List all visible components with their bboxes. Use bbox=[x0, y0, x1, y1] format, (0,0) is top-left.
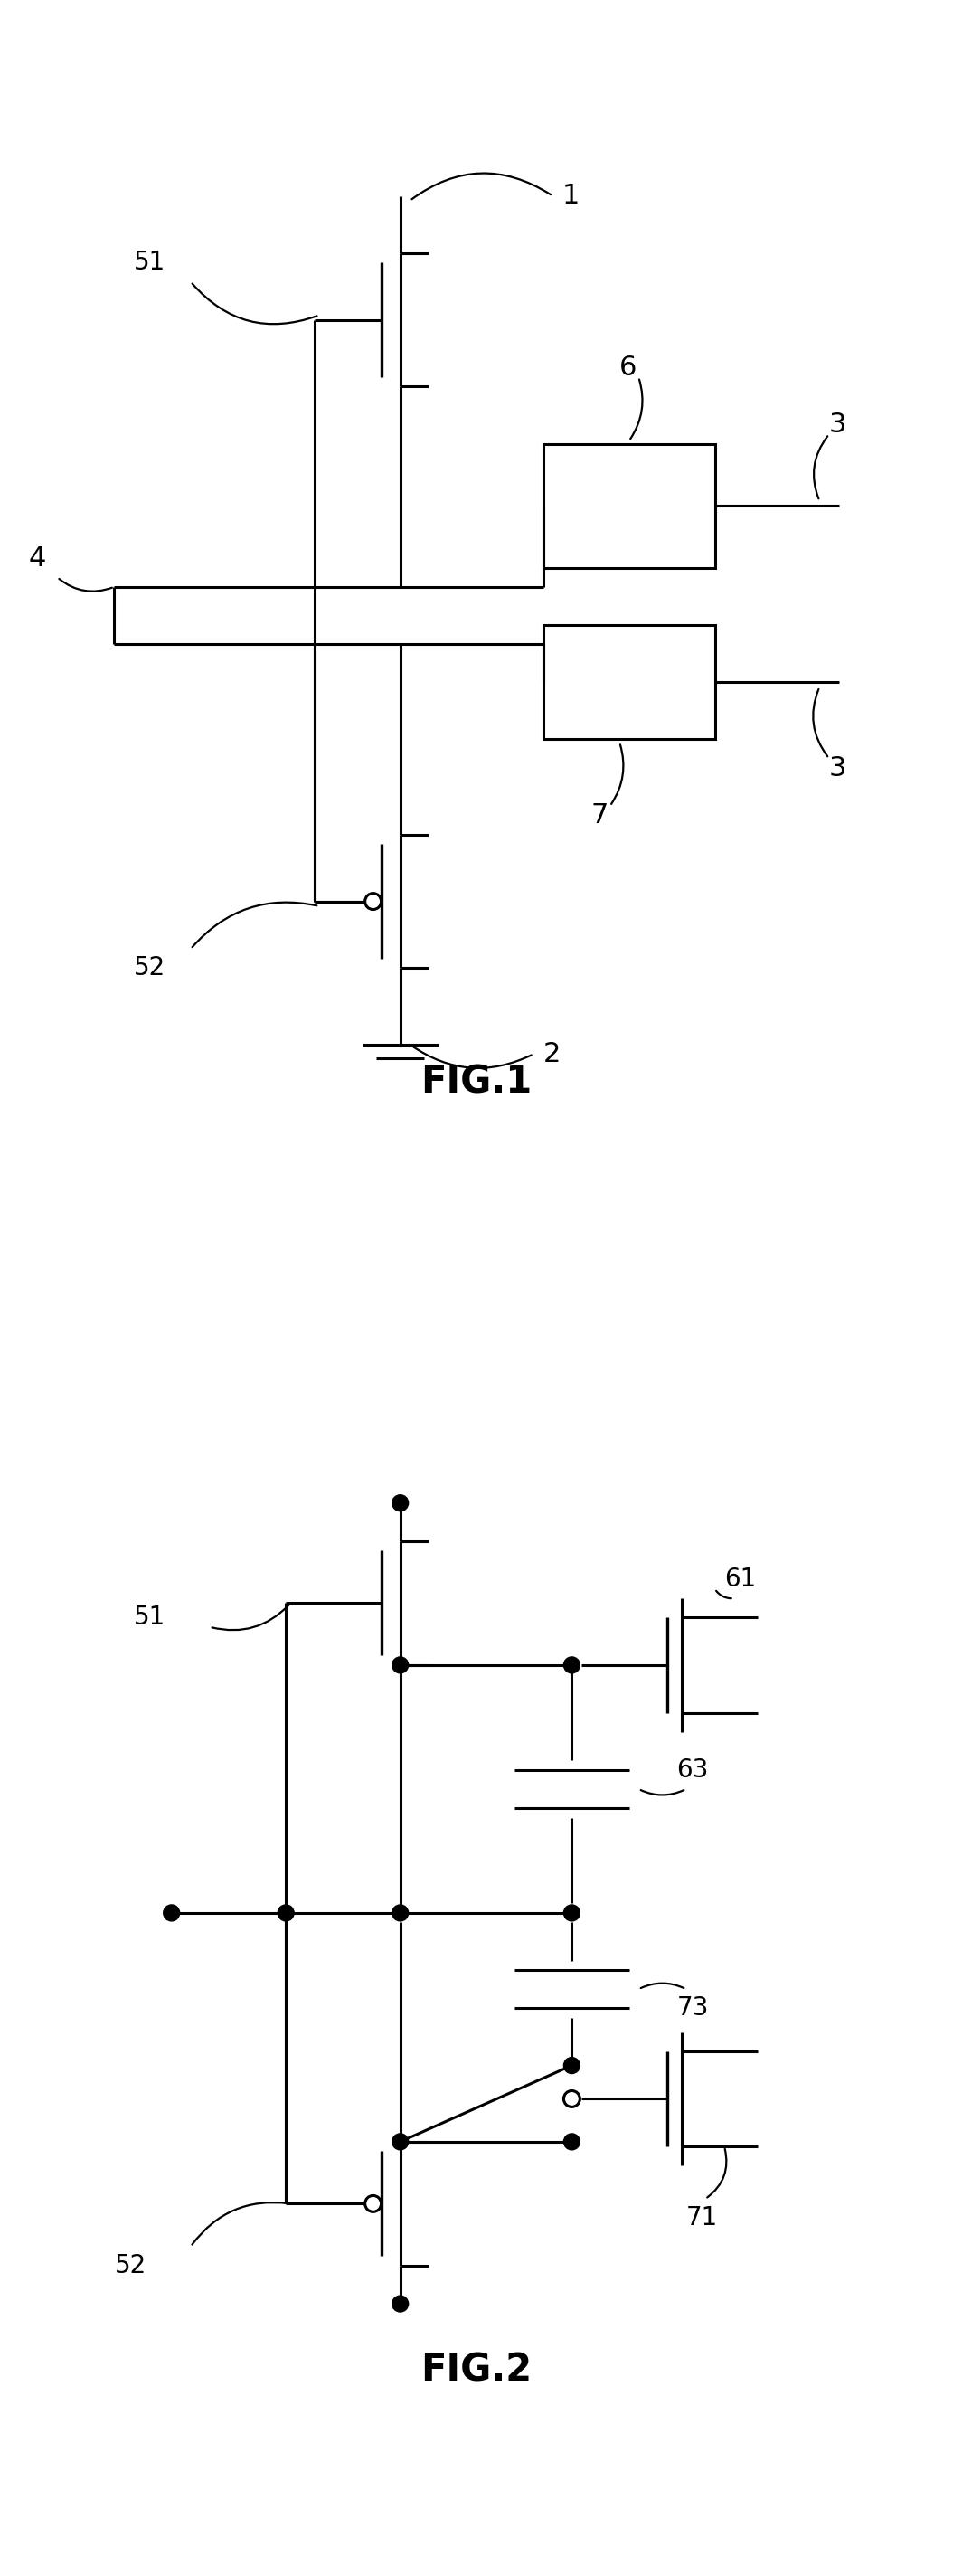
Circle shape bbox=[564, 1904, 579, 1922]
Circle shape bbox=[278, 1904, 294, 1922]
Text: 52: 52 bbox=[133, 956, 165, 981]
Bar bbox=[543, 626, 715, 739]
Circle shape bbox=[393, 1904, 409, 1922]
Text: 6: 6 bbox=[619, 355, 637, 381]
Circle shape bbox=[393, 1656, 409, 1674]
Text: 63: 63 bbox=[677, 1757, 709, 1783]
Circle shape bbox=[164, 1904, 180, 1922]
Text: 3: 3 bbox=[829, 412, 847, 438]
Circle shape bbox=[365, 894, 381, 909]
Circle shape bbox=[365, 2195, 381, 2213]
Circle shape bbox=[393, 2133, 409, 2151]
Circle shape bbox=[564, 2133, 579, 2151]
Text: 73: 73 bbox=[677, 1996, 709, 2022]
Text: 2: 2 bbox=[543, 1041, 560, 1066]
Circle shape bbox=[393, 2295, 409, 2311]
Text: 51: 51 bbox=[133, 250, 165, 276]
Circle shape bbox=[564, 1656, 579, 1674]
Bar bbox=[543, 443, 715, 567]
Circle shape bbox=[564, 2092, 579, 2107]
Circle shape bbox=[393, 1494, 409, 1512]
Text: 4: 4 bbox=[29, 546, 46, 572]
Text: FIG.1: FIG.1 bbox=[421, 1064, 532, 1103]
Text: 3: 3 bbox=[829, 755, 847, 781]
Text: 1: 1 bbox=[562, 183, 579, 209]
Circle shape bbox=[564, 2058, 579, 2074]
Text: 7: 7 bbox=[591, 804, 608, 829]
Text: 61: 61 bbox=[724, 1566, 756, 1592]
Text: 71: 71 bbox=[686, 2205, 718, 2231]
Text: 51: 51 bbox=[133, 1605, 165, 1631]
Text: 52: 52 bbox=[114, 2254, 146, 2277]
Text: FIG.2: FIG.2 bbox=[421, 2352, 532, 2391]
